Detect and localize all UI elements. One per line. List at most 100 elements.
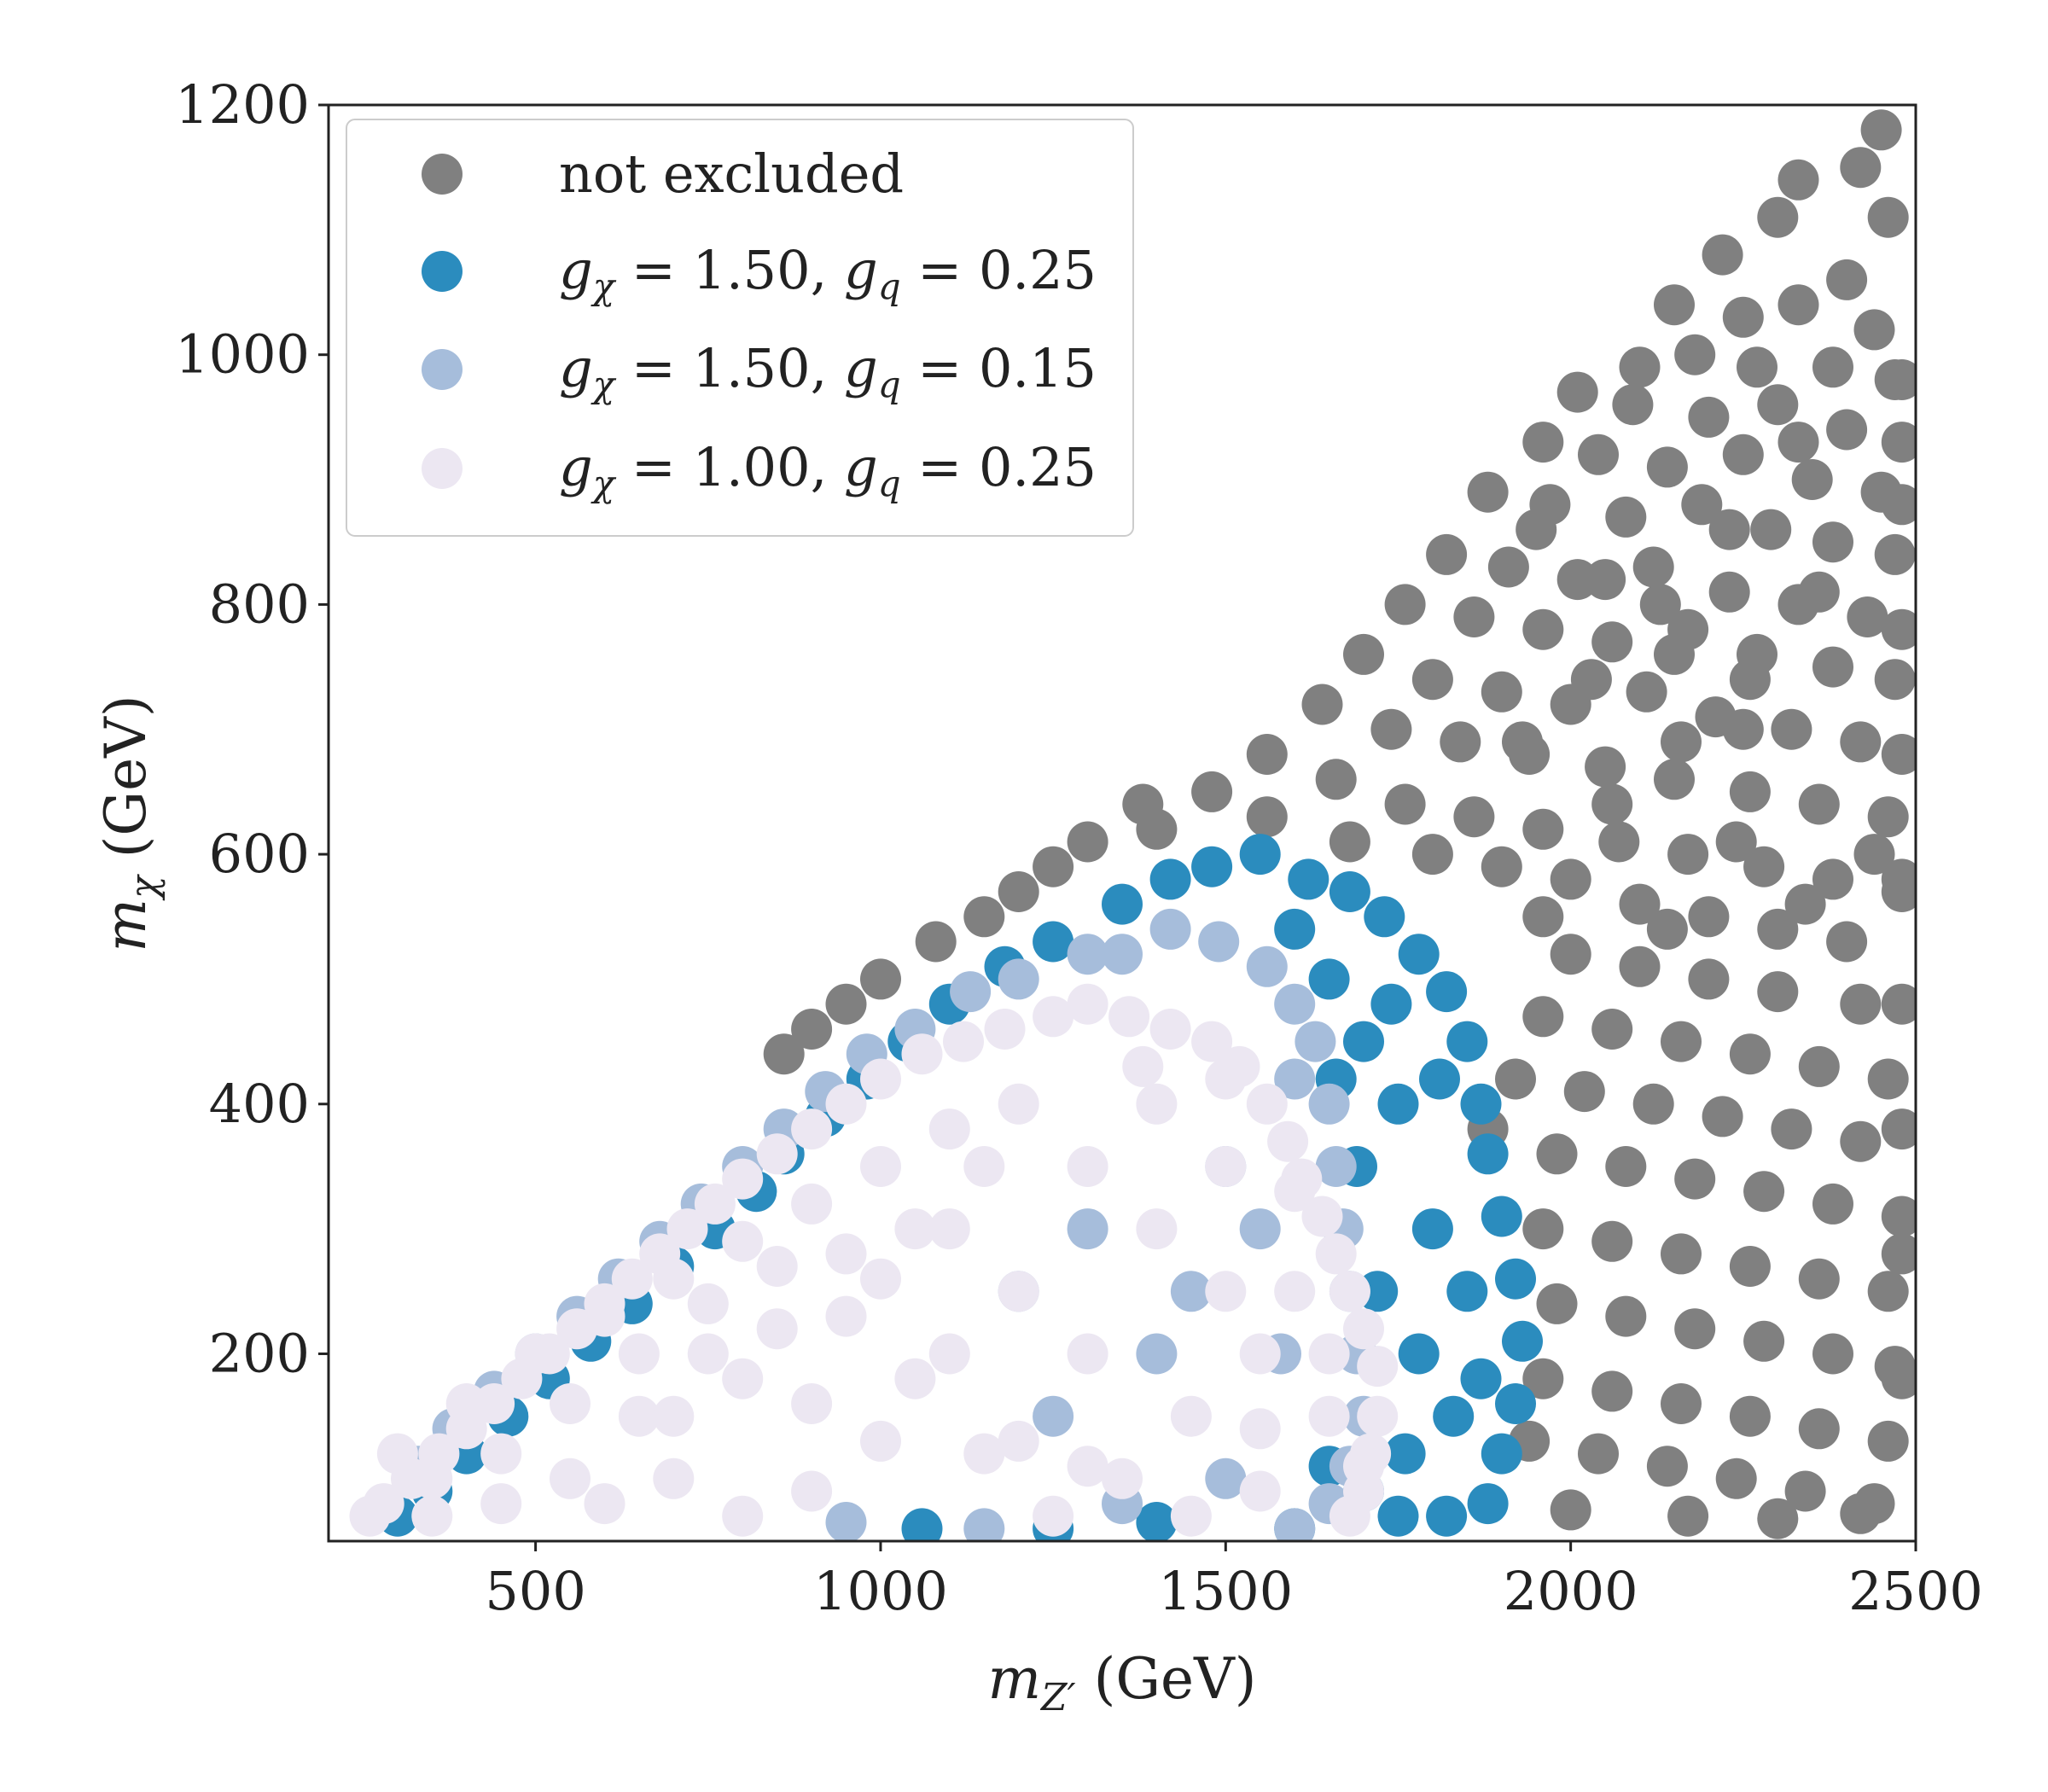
data-point xyxy=(1426,971,1468,1013)
data-point xyxy=(1384,783,1426,825)
data-point xyxy=(1502,721,1543,763)
y-tick-label: 1000 xyxy=(175,323,310,386)
data-point xyxy=(1619,945,1661,987)
data-point xyxy=(1702,1096,1743,1137)
legend-entry-gx100-gq025: gχ = 1.00, gq = 0.25 xyxy=(422,436,1097,504)
data-point xyxy=(1033,1395,1074,1437)
data-point xyxy=(1729,1033,1771,1075)
data-point xyxy=(1357,1346,1399,1388)
data-point xyxy=(791,1009,833,1050)
data-point xyxy=(998,958,1039,1000)
data-point xyxy=(445,1383,487,1424)
data-point xyxy=(1384,1433,1426,1475)
data-point xyxy=(1149,908,1191,950)
y-tick-label: 1200 xyxy=(175,73,310,136)
data-point xyxy=(1481,1433,1522,1475)
data-point xyxy=(1033,846,1074,887)
data-point xyxy=(1812,346,1853,388)
data-point xyxy=(1411,659,1453,701)
data-point xyxy=(1370,983,1412,1025)
data-point xyxy=(349,1495,391,1537)
data-point xyxy=(1067,1146,1108,1187)
data-point xyxy=(1737,346,1777,388)
data-point xyxy=(860,1420,901,1462)
data-point xyxy=(1274,1171,1316,1213)
data-point xyxy=(1681,484,1723,526)
data-point xyxy=(584,1295,625,1337)
data-point xyxy=(825,1502,867,1541)
data-point xyxy=(1536,1283,1578,1324)
data-point xyxy=(901,1033,943,1075)
data-point xyxy=(825,1233,867,1275)
data-point xyxy=(687,1283,729,1324)
data-point xyxy=(1812,646,1853,688)
data-point xyxy=(1274,908,1316,950)
data-point xyxy=(928,1333,970,1375)
y-tick-label: 800 xyxy=(209,573,310,635)
data-point xyxy=(1522,896,1564,938)
data-point xyxy=(1550,858,1591,900)
data-point xyxy=(1881,734,1916,775)
data-point xyxy=(1191,846,1233,887)
data-point xyxy=(1329,821,1370,863)
data-point xyxy=(722,1158,764,1200)
data-point xyxy=(1495,1383,1536,1424)
data-point xyxy=(1067,934,1108,975)
y-axis-ticks: 200 400 600 800 1000 1200 xyxy=(175,73,329,1384)
data-point xyxy=(1136,1502,1178,1541)
data-point xyxy=(480,1483,522,1525)
data-point xyxy=(1578,1433,1619,1475)
data-point xyxy=(1481,1196,1522,1237)
data-point xyxy=(1654,759,1695,800)
data-point xyxy=(1777,159,1819,201)
data-point xyxy=(1301,1196,1343,1237)
data-point xyxy=(998,1271,1039,1312)
data-point xyxy=(1246,734,1288,775)
data-point xyxy=(1411,1208,1453,1250)
data-point xyxy=(1246,945,1288,987)
data-point xyxy=(1771,1108,1812,1150)
data-point xyxy=(584,1483,625,1525)
data-point xyxy=(653,1258,695,1300)
data-point xyxy=(1667,834,1709,876)
x-tick-label: 2500 xyxy=(1848,1560,1983,1622)
data-point xyxy=(1495,1258,1536,1300)
data-point xyxy=(1170,1271,1212,1312)
data-point xyxy=(1812,1183,1853,1225)
data-point xyxy=(1812,521,1853,563)
data-point xyxy=(1729,659,1771,701)
data-point xyxy=(1205,1271,1247,1312)
y-tick-label: 600 xyxy=(209,823,310,885)
data-point xyxy=(1646,1446,1688,1487)
data-point xyxy=(1556,371,1598,413)
data-point xyxy=(1502,1320,1543,1362)
data-point xyxy=(653,1457,695,1499)
data-point xyxy=(1646,908,1688,950)
data-point xyxy=(1591,783,1633,825)
legend-entry-gx150-gq025: gχ = 1.50, gq = 0.25 xyxy=(422,239,1097,307)
data-point xyxy=(791,1383,833,1424)
data-point xyxy=(1426,1495,1468,1537)
data-point xyxy=(1295,1021,1336,1062)
data-point xyxy=(1274,1058,1316,1100)
data-point xyxy=(1881,1196,1916,1237)
data-point xyxy=(1688,396,1730,438)
data-point xyxy=(694,1183,736,1225)
data-point xyxy=(1170,1395,1212,1437)
legend-label: gχ = 1.50, gq = 0.15 xyxy=(559,337,1097,405)
data-point xyxy=(1798,1258,1840,1300)
x-tick-label: 1000 xyxy=(813,1560,948,1622)
data-point xyxy=(1874,533,1916,575)
data-point xyxy=(1729,771,1771,812)
data-point xyxy=(1274,1508,1316,1541)
legend: not excluded gχ = 1.50, gq = 0.25 gχ = 1… xyxy=(346,119,1134,537)
data-point xyxy=(1661,1233,1702,1275)
data-point xyxy=(1377,1083,1419,1125)
data-point xyxy=(1205,1058,1247,1100)
data-point xyxy=(1102,934,1143,975)
data-point xyxy=(1639,584,1681,625)
data-point xyxy=(411,1495,453,1537)
data-point xyxy=(1812,1333,1853,1375)
data-point xyxy=(1867,1420,1909,1462)
